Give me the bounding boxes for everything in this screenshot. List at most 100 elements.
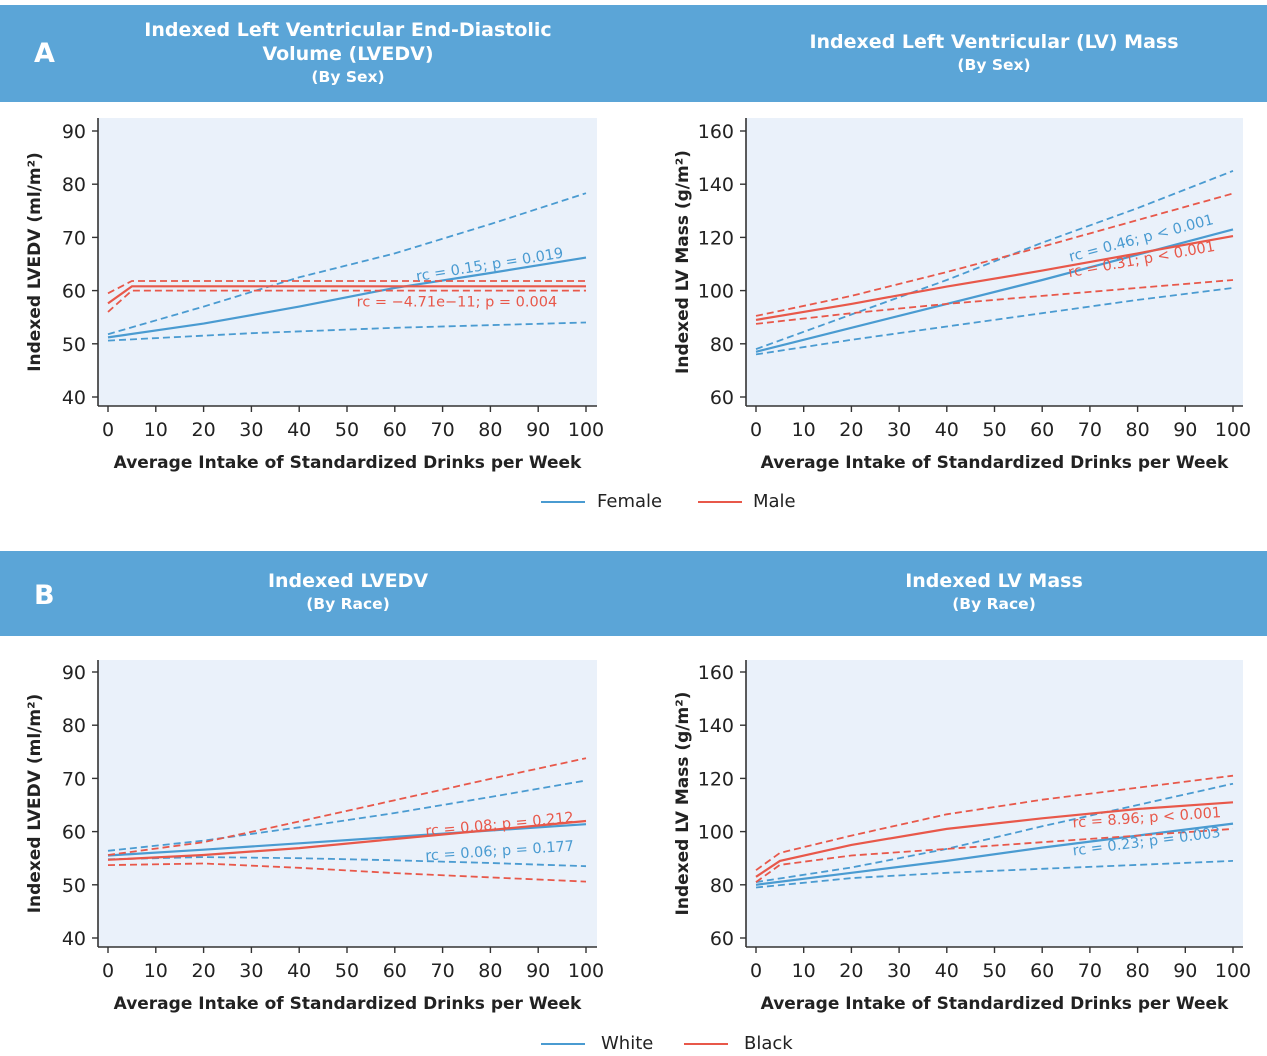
chart-2: 40 50 60 70 80 90 0 10 20 30 40 50 60 70 80 90 100 Averag… [25, 660, 604, 1014]
y-axis-title: Indexed LVEDV (ml/m²) [25, 694, 45, 914]
series-line-male-dashed [107, 280, 586, 295]
y-tick-label: 120 [698, 768, 734, 790]
series-line-black-dashed [755, 828, 1234, 883]
y-tick-label: 80 [62, 715, 86, 737]
legend-swatch-white [541, 1043, 585, 1045]
x-tick-label: 100 [1215, 419, 1251, 441]
y-tick-label: 60 [710, 387, 734, 409]
x-tick-label: 80 [478, 960, 502, 982]
y-tick-label: 40 [62, 387, 86, 409]
series-line-white-dashed [107, 779, 587, 852]
y-tick-label: 160 [698, 662, 734, 684]
panel-a-banner: A Indexed Left Ventricular End-Diastolic… [0, 5, 1267, 102]
series-line-black-dashed [107, 862, 587, 883]
x-tick-label: 80 [478, 419, 502, 441]
series-line-female-solid [107, 256, 587, 339]
series-line-white-dashed [755, 782, 1234, 883]
y-tick-label: 100 [698, 281, 734, 303]
x-tick-label: 90 [526, 419, 550, 441]
x-tick-label: 30 [239, 419, 263, 441]
x-tick-label: 40 [287, 419, 311, 441]
panel-letter-b: B [34, 580, 55, 611]
series-line-white-dashed [755, 860, 1234, 889]
y-tick-label: 60 [62, 822, 86, 844]
x-tick-label: 90 [1173, 960, 1197, 982]
y-tick-label: 140 [698, 174, 734, 196]
x-tick-label: 70 [1078, 960, 1102, 982]
x-tick-label: 100 [568, 419, 604, 441]
x-tick-label: 20 [839, 960, 863, 982]
legend-item-male: Male [753, 491, 796, 512]
x-tick-label: 0 [102, 419, 114, 441]
x-tick-label: 10 [144, 960, 168, 982]
plot-area [746, 660, 1243, 947]
panel-letter-a: A [34, 38, 55, 69]
x-tick-label: 20 [192, 960, 216, 982]
y-axis-title: Indexed LV Mass (g/m²) [673, 692, 693, 916]
x-tick-label: 10 [792, 419, 816, 441]
legend-item-female: Female [597, 491, 663, 512]
y-tick-label: 60 [710, 928, 734, 950]
x-tick-label: 60 [1030, 419, 1054, 441]
x-tick-label: 10 [144, 419, 168, 441]
x-tick-label: 0 [102, 960, 114, 982]
y-tick-label: 120 [698, 227, 734, 249]
y-axis-title: Indexed LV Mass (g/m²) [673, 150, 693, 374]
legend-b: White Black [0, 1032, 1267, 1056]
series-line-female-dashed [107, 192, 587, 336]
stat-annotation: rc = −4.71e−11; p = 0.004 [357, 295, 558, 311]
plot-area [98, 660, 597, 947]
y-tick-label: 140 [698, 715, 734, 737]
x-axis-title: Average Intake of Standardized Drinks pe… [761, 453, 1229, 473]
chart-title-sub: (By Sex) [311, 68, 385, 86]
series-line-male-solid [107, 285, 586, 305]
chart-title-sub: (By Race) [952, 595, 1036, 613]
series-line-white-dashed [107, 856, 587, 868]
chart-0: 40 50 60 70 80 90 0 10 20 30 40 50 60 70 80 90 100 Averag… [25, 118, 604, 473]
chart-title-sub: (By Sex) [957, 56, 1031, 74]
x-tick-label: 70 [431, 960, 455, 982]
x-tick-label: 40 [935, 960, 959, 982]
chart-title-main: Indexed Left Ventricular End-Diastolic V… [144, 19, 552, 65]
x-axis-title: Average Intake of Standardized Drinks pe… [114, 994, 582, 1014]
x-tick-label: 60 [1030, 960, 1054, 982]
series-line-black-dashed [107, 757, 587, 856]
chart-title-lvmass-sex: Indexed Left Ventricular (LV) Mass (By S… [744, 30, 1244, 76]
x-tick-label: 50 [335, 419, 359, 441]
series-line-male-dashed [755, 192, 1234, 317]
x-tick-label: 10 [792, 960, 816, 982]
series-line-female-dashed [107, 321, 587, 342]
x-tick-label: 60 [383, 419, 407, 441]
chart-3: 60 80 100 120 140 160 0 10 20 30 40 50 60 70 80 90 100 Av… [673, 660, 1251, 1014]
chart-title-main: Indexed LVEDV [267, 570, 429, 592]
chart-title-sub: (By Race) [306, 595, 390, 613]
series-line-white-solid [755, 822, 1234, 886]
series-line-male-dashed [755, 279, 1234, 325]
y-tick-label: 70 [62, 768, 86, 790]
series-line-female-dashed [755, 170, 1234, 350]
series-line-male-solid [755, 235, 1234, 321]
y-tick-label: 50 [62, 334, 86, 356]
y-tick-label: 100 [698, 822, 734, 844]
x-tick-label: 80 [1126, 419, 1150, 441]
y-tick-label: 80 [62, 174, 86, 196]
x-tick-label: 90 [526, 960, 550, 982]
panel-b-banner: B Indexed LVEDV (By Race) Indexed LV Mas… [0, 551, 1267, 636]
x-tick-label: 100 [568, 960, 604, 982]
series-line-male-dashed [107, 289, 586, 313]
series-line-black-solid [107, 819, 587, 861]
x-tick-label: 30 [887, 419, 911, 441]
y-axis-title: Indexed LVEDV (ml/m²) [25, 152, 45, 372]
x-axis-title: Average Intake of Standardized Drinks pe… [114, 453, 582, 473]
x-tick-label: 50 [982, 960, 1006, 982]
x-tick-label: 30 [239, 960, 263, 982]
x-tick-label: 0 [750, 960, 762, 982]
x-tick-label: 70 [431, 419, 455, 441]
y-tick-label: 80 [710, 875, 734, 897]
legend-swatch-black [684, 1043, 728, 1045]
series-line-female-dashed [755, 287, 1234, 356]
chart-title-lvedv-sex: Indexed Left Ventricular End-Diastolic V… [118, 18, 578, 88]
legend-swatch-male [698, 501, 742, 503]
